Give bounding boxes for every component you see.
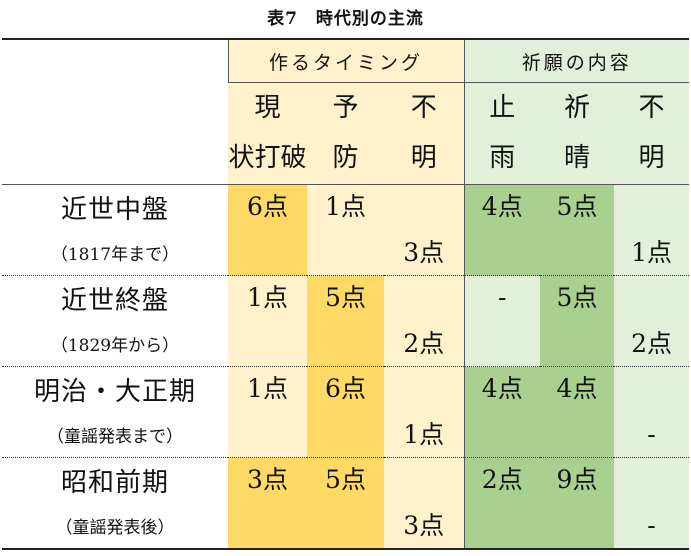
value-cell: 9点 — [540, 457, 614, 550]
value-cell: 6点 — [307, 366, 384, 458]
value-cell: 2点 — [463, 457, 540, 550]
header-yobo: 予 防 — [307, 82, 384, 185]
value-cell: 1点 — [384, 366, 464, 458]
value-cell: 1点 — [228, 275, 307, 367]
value-cell: 3点 — [228, 457, 307, 550]
header-kisei: 祈 晴 — [540, 82, 614, 185]
row-note: （童謡発表まで） — [2, 412, 228, 458]
value-cell: 5点 — [307, 275, 384, 367]
value-cell: 4点 — [540, 366, 614, 458]
value-cell: 5点 — [540, 184, 614, 276]
value-cell: 3点 — [384, 184, 464, 276]
value-cell: 5点 — [540, 275, 614, 367]
row-note: （1829年から） — [2, 321, 228, 367]
era-table: 作るタイミング 祈願の内容 現 状打破予 防不 明止 雨祈 晴不 明 近世中盤 6… — [2, 38, 690, 550]
group-header-timing: 作るタイミング — [227, 38, 464, 83]
value-cell: 4点 — [463, 366, 540, 458]
row-label: 明治・大正期 — [33, 377, 196, 407]
value-cell: 6点 — [228, 184, 307, 276]
value-cell: 2点 — [614, 275, 690, 367]
value-cell: 4点 — [463, 184, 540, 276]
value-cell: 3点 — [384, 457, 464, 550]
value-cell: 1点 — [307, 184, 384, 276]
row-label: 近世中盤 — [60, 195, 169, 225]
row-label: 近世終盤 — [60, 286, 169, 316]
header-fumei-timing: 不 明 — [384, 82, 464, 185]
row-note: （童謡発表後） — [2, 503, 228, 550]
value-cell: - — [614, 457, 690, 550]
header-shiu: 止 雨 — [463, 82, 540, 185]
table-title: 表7 時代別の主流 — [267, 9, 424, 29]
value-cell: 5点 — [307, 457, 384, 550]
corner-cell — [2, 38, 228, 185]
value-cell: 1点 — [614, 184, 690, 276]
value-cell: - — [463, 275, 540, 367]
header-genjo-daha: 現 状打破 — [228, 82, 307, 185]
row-label: 昭和前期 — [60, 468, 169, 498]
value-cell: 1点 — [228, 366, 307, 458]
row-note: （1817年まで） — [2, 230, 228, 276]
header-fumei-wish: 不 明 — [614, 82, 690, 185]
value-cell: 2点 — [384, 275, 464, 367]
value-cell: - — [614, 366, 690, 458]
group-header-wish: 祈願の内容 — [463, 38, 690, 83]
